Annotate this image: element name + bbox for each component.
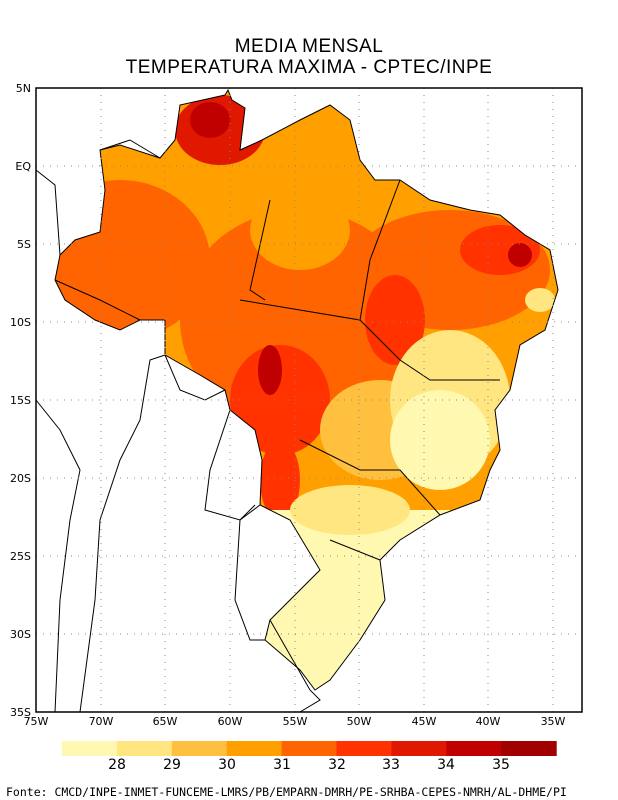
colorbar-swatch [62, 741, 118, 756]
source-footer: Fonte: CMCD/INPE-INMET-FUNCEME-LMRS/PB/E… [6, 785, 567, 799]
lat-label: 25S [10, 550, 31, 563]
colorbar-swatch [501, 741, 557, 756]
colorbar-label: 28 [108, 757, 126, 773]
colorbar-label: 33 [382, 757, 400, 773]
map-subtitle: TEMPERATURA MAXIMA - CPTEC/INPE [125, 57, 493, 78]
map-frame [35, 87, 583, 713]
grid-lines [36, 88, 582, 712]
country-borders [35, 139, 500, 713]
lon-label: 75W [24, 715, 49, 728]
lat-label: 30S [10, 628, 31, 641]
colorbar-label: 32 [328, 757, 346, 773]
lon-label: 65W [153, 715, 178, 728]
colorbar [62, 741, 557, 756]
colorbar-swatch [391, 741, 447, 756]
colorbar-swatch [116, 741, 173, 756]
lat-label: 5N [16, 82, 31, 95]
lon-label: 70W [89, 715, 114, 728]
lat-label: 10S [10, 316, 31, 329]
lon-label: 40W [476, 715, 501, 728]
colorbar-label: 35 [492, 757, 510, 773]
lon-label: 55W [283, 715, 308, 728]
colorbar-label: 29 [163, 757, 181, 773]
lat-label: EQ [15, 160, 31, 173]
colorbar-label: 31 [273, 757, 291, 773]
colorbar-swatch [446, 741, 502, 756]
colorbar-swatch [336, 741, 392, 756]
colorbar-label: 34 [437, 757, 455, 773]
lon-label: 50W [347, 715, 372, 728]
lon-label: 60W [218, 715, 243, 728]
lon-label: 45W [412, 715, 437, 728]
colorbar-swatch [171, 741, 228, 756]
map-title: MEDIA MENSAL [234, 36, 384, 57]
lat-label: 35S [10, 706, 31, 719]
colorbar-swatch [281, 741, 338, 756]
lon-label: 35W [541, 715, 566, 728]
colorbar-swatch [226, 741, 283, 756]
lat-label: 5S [17, 238, 31, 251]
lat-label: 15S [10, 394, 31, 407]
lat-label: 20S [10, 472, 31, 485]
colorbar-label: 30 [218, 757, 236, 773]
